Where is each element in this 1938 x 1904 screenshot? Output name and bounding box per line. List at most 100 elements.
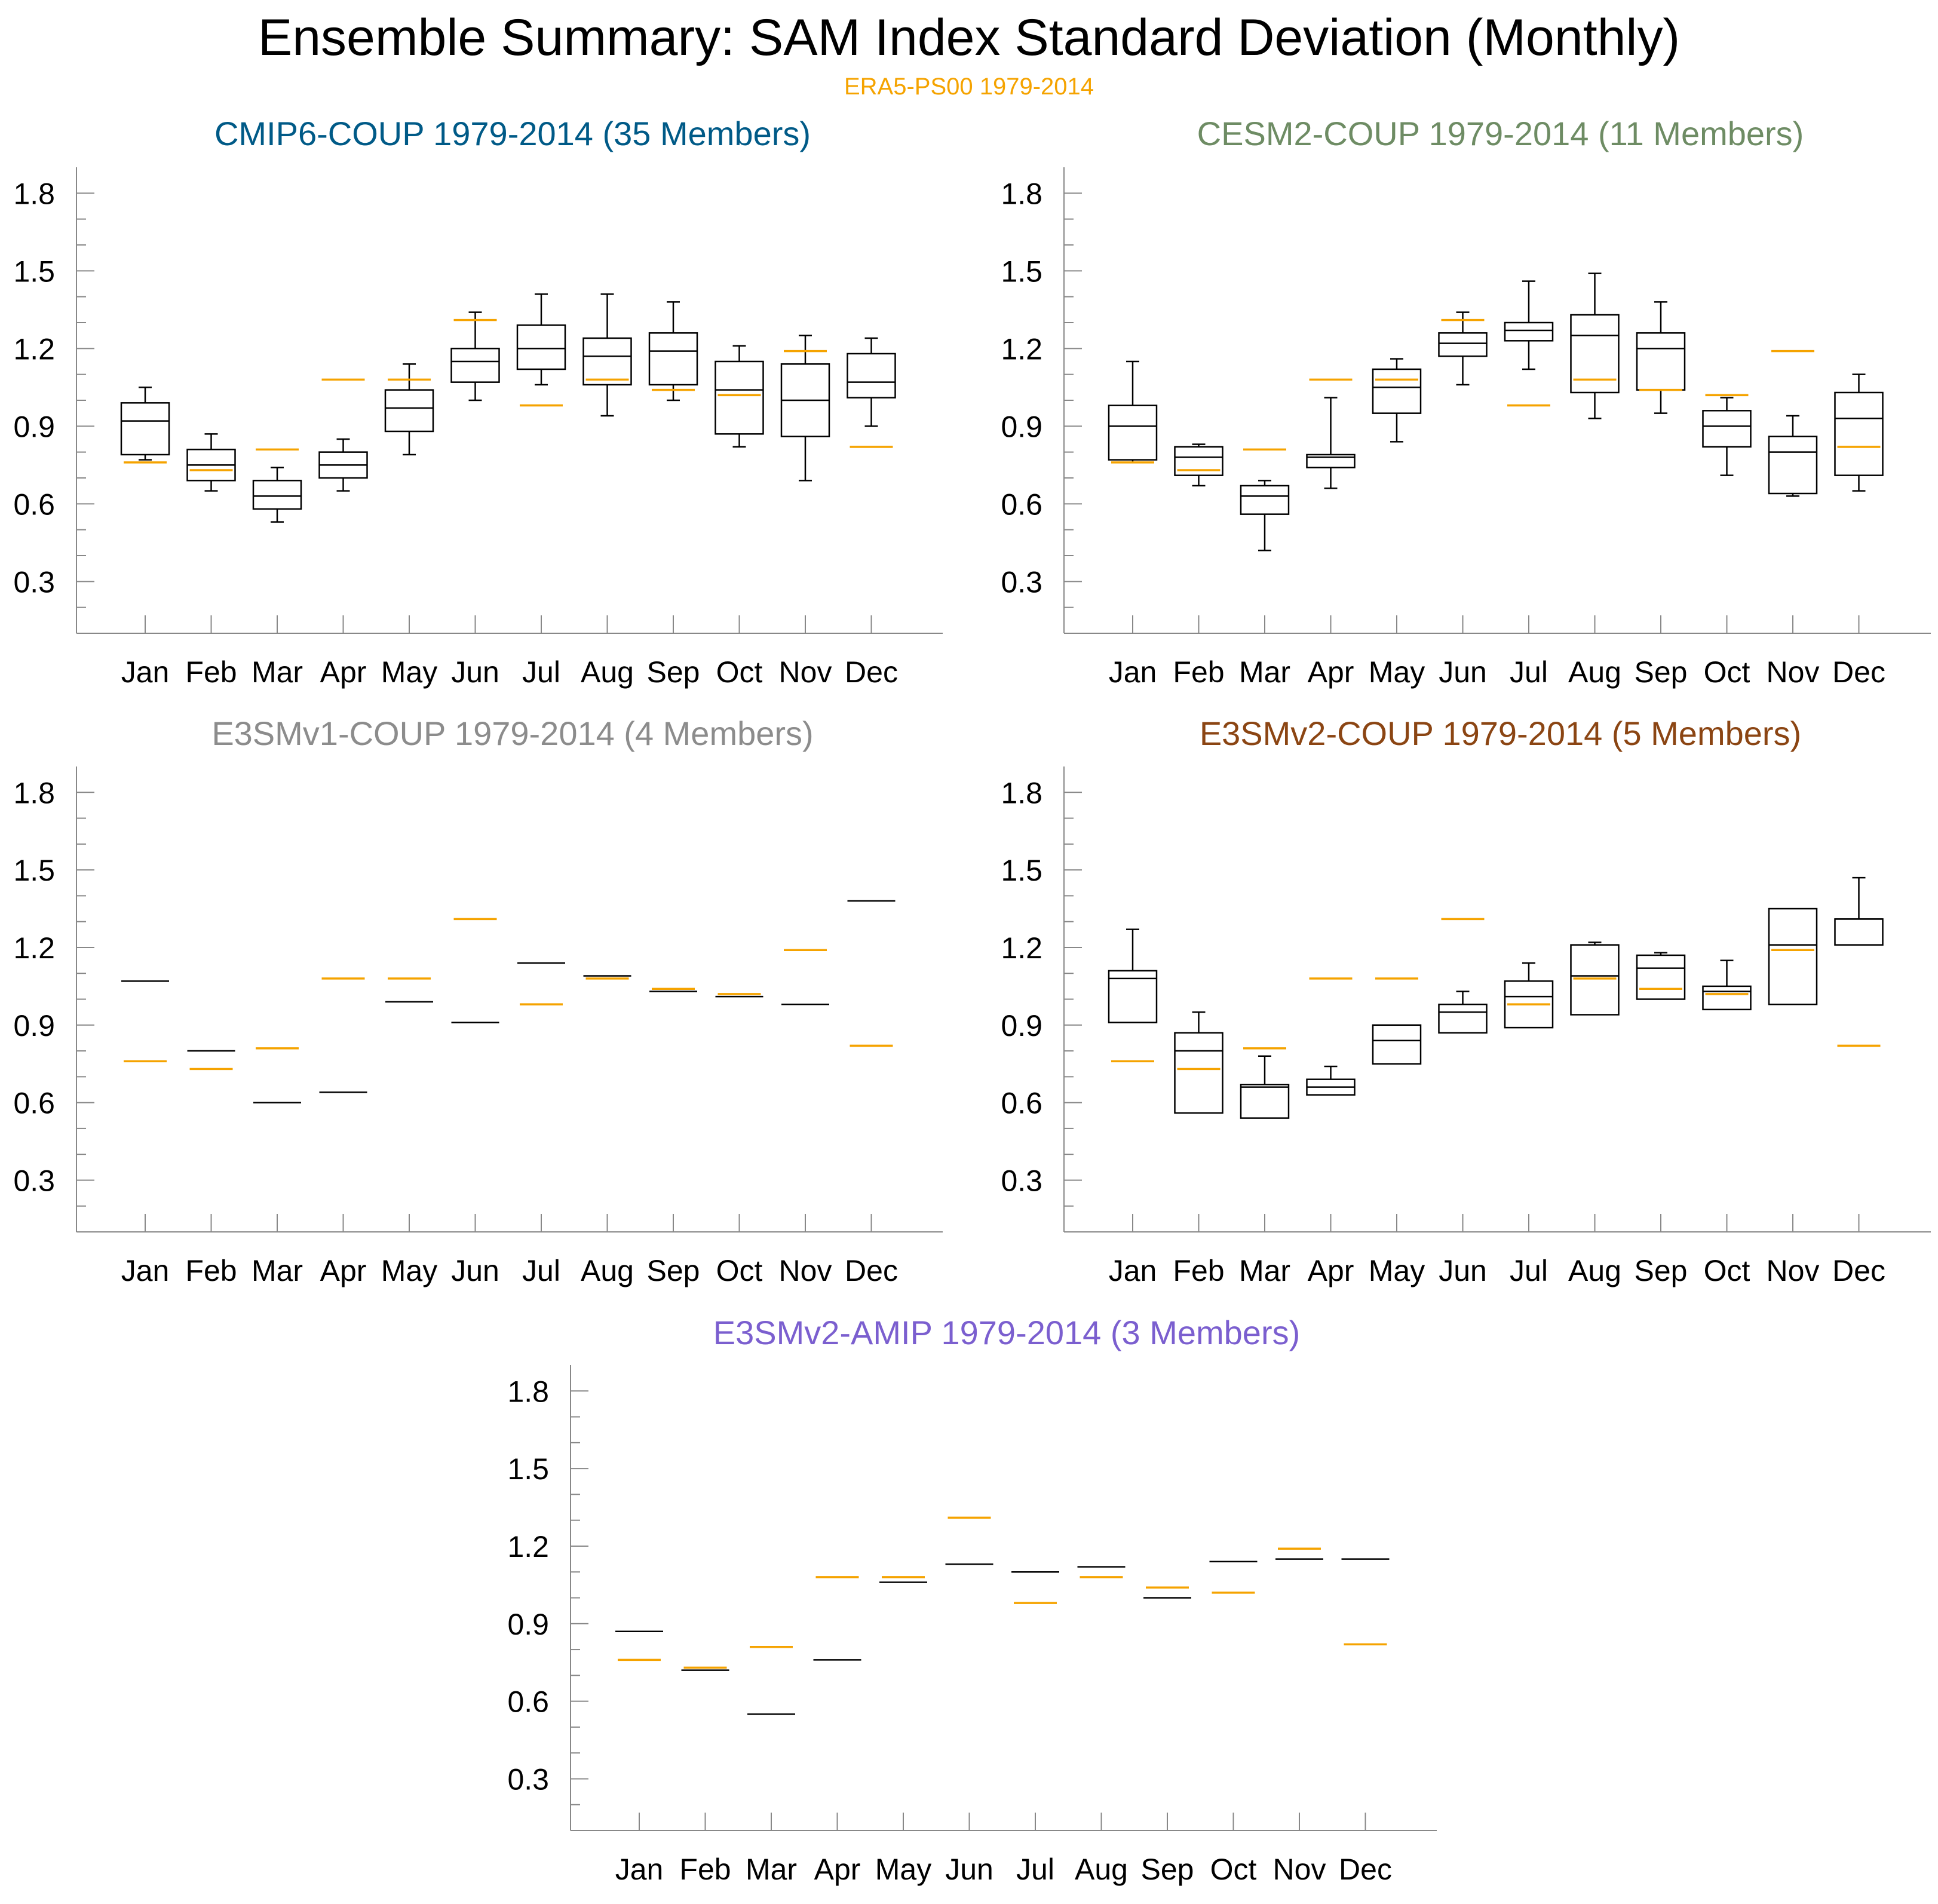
- y-tick-label: 1.8: [1001, 177, 1042, 210]
- x-tick-label: Dec: [1832, 1254, 1885, 1287]
- iqr-box: [1768, 436, 1818, 495]
- y-tick-label: 1.2: [13, 332, 55, 366]
- x-tick-label: Nov: [779, 1254, 832, 1287]
- x-tick-label: Nov: [779, 655, 832, 689]
- x-tick-label: Jun: [451, 1254, 499, 1287]
- box-aug: [1570, 272, 1620, 419]
- x-tick-label: Sep: [647, 1254, 700, 1287]
- box-may: [1372, 358, 1422, 443]
- panel-title: E3SMv2-COUP 1979-2014 (5 Members): [1200, 715, 1801, 752]
- box-mar: [252, 467, 302, 523]
- box-oct: [1702, 397, 1752, 476]
- y-tick-label: 1.2: [1001, 332, 1042, 366]
- iqr-box: [648, 332, 698, 386]
- y-tick-label: 0.9: [1001, 1009, 1042, 1043]
- box-feb: [186, 433, 236, 492]
- box-jul: [1504, 962, 1554, 1029]
- x-tick-label: Apr: [1308, 1254, 1354, 1287]
- iqr-box: [1306, 453, 1356, 468]
- x-tick-label: May: [875, 1853, 931, 1886]
- x-tick-label: Aug: [581, 1254, 634, 1287]
- x-tick-label: Oct: [1704, 655, 1750, 689]
- x-tick-label: Jan: [121, 1254, 170, 1287]
- chart-panel-5: E3SMv2-AMIP 1979-2014 (3 Members) 0.3 0.6 0…: [507, 1314, 1437, 1886]
- x-tick-label: Jan: [121, 655, 170, 689]
- x-tick-label: Nov: [1767, 1254, 1820, 1287]
- y-tick-label: 0.6: [1001, 488, 1042, 521]
- chart-panel-1: CMIP6-COUP 1979-2014 (35 Members) 0.3 0.6 0…: [13, 115, 943, 689]
- y-tick-label: 1.2: [13, 931, 55, 965]
- iqr-box: [252, 480, 302, 510]
- x-tick-label: Aug: [1568, 1254, 1621, 1287]
- x-tick-label: Aug: [581, 655, 634, 689]
- y-tick-label: 0.9: [13, 410, 55, 443]
- box-jan: [120, 387, 170, 461]
- box-apr: [318, 438, 368, 492]
- iqr-box: [1636, 954, 1686, 1000]
- box-may: [384, 363, 434, 456]
- x-tick-label: Jan: [1109, 655, 1157, 689]
- x-tick-label: Feb: [1173, 1254, 1224, 1287]
- y-tick-label: 0.9: [13, 1009, 55, 1043]
- x-tick-label: Apr: [320, 655, 367, 689]
- box-nov: [1768, 415, 1818, 497]
- iqr-box: [1240, 1084, 1290, 1119]
- y-tick-label: 1.8: [507, 1375, 549, 1408]
- iqr-box: [582, 337, 632, 386]
- iqr-box: [1372, 368, 1422, 414]
- x-tick-label: Dec: [1832, 655, 1885, 689]
- iqr-box: [847, 352, 896, 398]
- box-oct: [715, 345, 764, 448]
- iqr-box: [516, 324, 566, 370]
- x-tick-label: Mar: [1239, 1254, 1290, 1287]
- x-tick-label: Apr: [814, 1853, 861, 1886]
- x-tick-label: Oct: [1704, 1254, 1750, 1287]
- x-tick-label: Jun: [451, 655, 499, 689]
- x-tick-label: Mar: [1239, 655, 1290, 689]
- box-feb: [1174, 1011, 1223, 1114]
- y-tick-label: 0.3: [1001, 565, 1042, 599]
- y-tick-label: 0.9: [1001, 410, 1042, 443]
- x-tick-label: Jun: [1439, 655, 1487, 689]
- x-tick-label: Jun: [1439, 1254, 1487, 1287]
- x-tick-label: Feb: [185, 655, 237, 689]
- box-mar: [1240, 480, 1290, 551]
- x-tick-label: Apr: [320, 1254, 367, 1287]
- box-apr: [1306, 397, 1356, 489]
- chart-panels: CMIP6-COUP 1979-2014 (35 Members) 0.3 0.6 0…: [13, 115, 1931, 1886]
- iqr-box: [1834, 918, 1884, 946]
- box-jun: [1438, 311, 1488, 386]
- y-tick-label: 0.3: [13, 565, 55, 599]
- x-tick-label: Feb: [185, 1254, 237, 1287]
- x-tick-label: Dec: [845, 655, 898, 689]
- x-tick-label: Nov: [1767, 655, 1820, 689]
- box-sep: [1636, 952, 1686, 1000]
- iqr-box: [384, 389, 434, 433]
- iqr-box: [1702, 410, 1752, 448]
- box-jun: [1438, 991, 1488, 1034]
- box-dec: [847, 337, 896, 427]
- panel-title: CMIP6-COUP 1979-2014 (35 Members): [214, 115, 811, 152]
- reference-subtitle: ERA5-PS00 1979-2014: [844, 73, 1094, 100]
- x-tick-label: Apr: [1308, 655, 1354, 689]
- box-jul: [516, 293, 566, 386]
- box-jun: [450, 311, 500, 401]
- chart-panel-4: E3SMv2-COUP 1979-2014 (5 Members) 0.3 0.6 0…: [1001, 715, 1931, 1287]
- y-tick-label: 1.5: [1001, 255, 1042, 288]
- x-tick-label: Jan: [1109, 1254, 1157, 1287]
- x-tick-label: Sep: [647, 655, 700, 689]
- y-tick-label: 1.2: [1001, 931, 1042, 965]
- y-tick-label: 0.3: [13, 1164, 55, 1197]
- y-tick-label: 1.5: [13, 255, 55, 288]
- figure-title: Ensemble Summary: SAM Index Standard Dev…: [258, 9, 1680, 66]
- panel-title: E3SMv1-COUP 1979-2014 (4 Members): [211, 715, 813, 752]
- chart-panel-2: CESM2-COUP 1979-2014 (11 Members) 0.3 0.6 0…: [1001, 115, 1931, 689]
- box-aug: [1570, 942, 1620, 1016]
- x-tick-label: May: [1369, 1254, 1425, 1287]
- iqr-box: [715, 360, 764, 435]
- iqr-box: [1834, 391, 1884, 476]
- x-tick-label: Aug: [1568, 655, 1621, 689]
- x-tick-label: Mar: [252, 655, 303, 689]
- x-tick-label: May: [381, 1254, 437, 1287]
